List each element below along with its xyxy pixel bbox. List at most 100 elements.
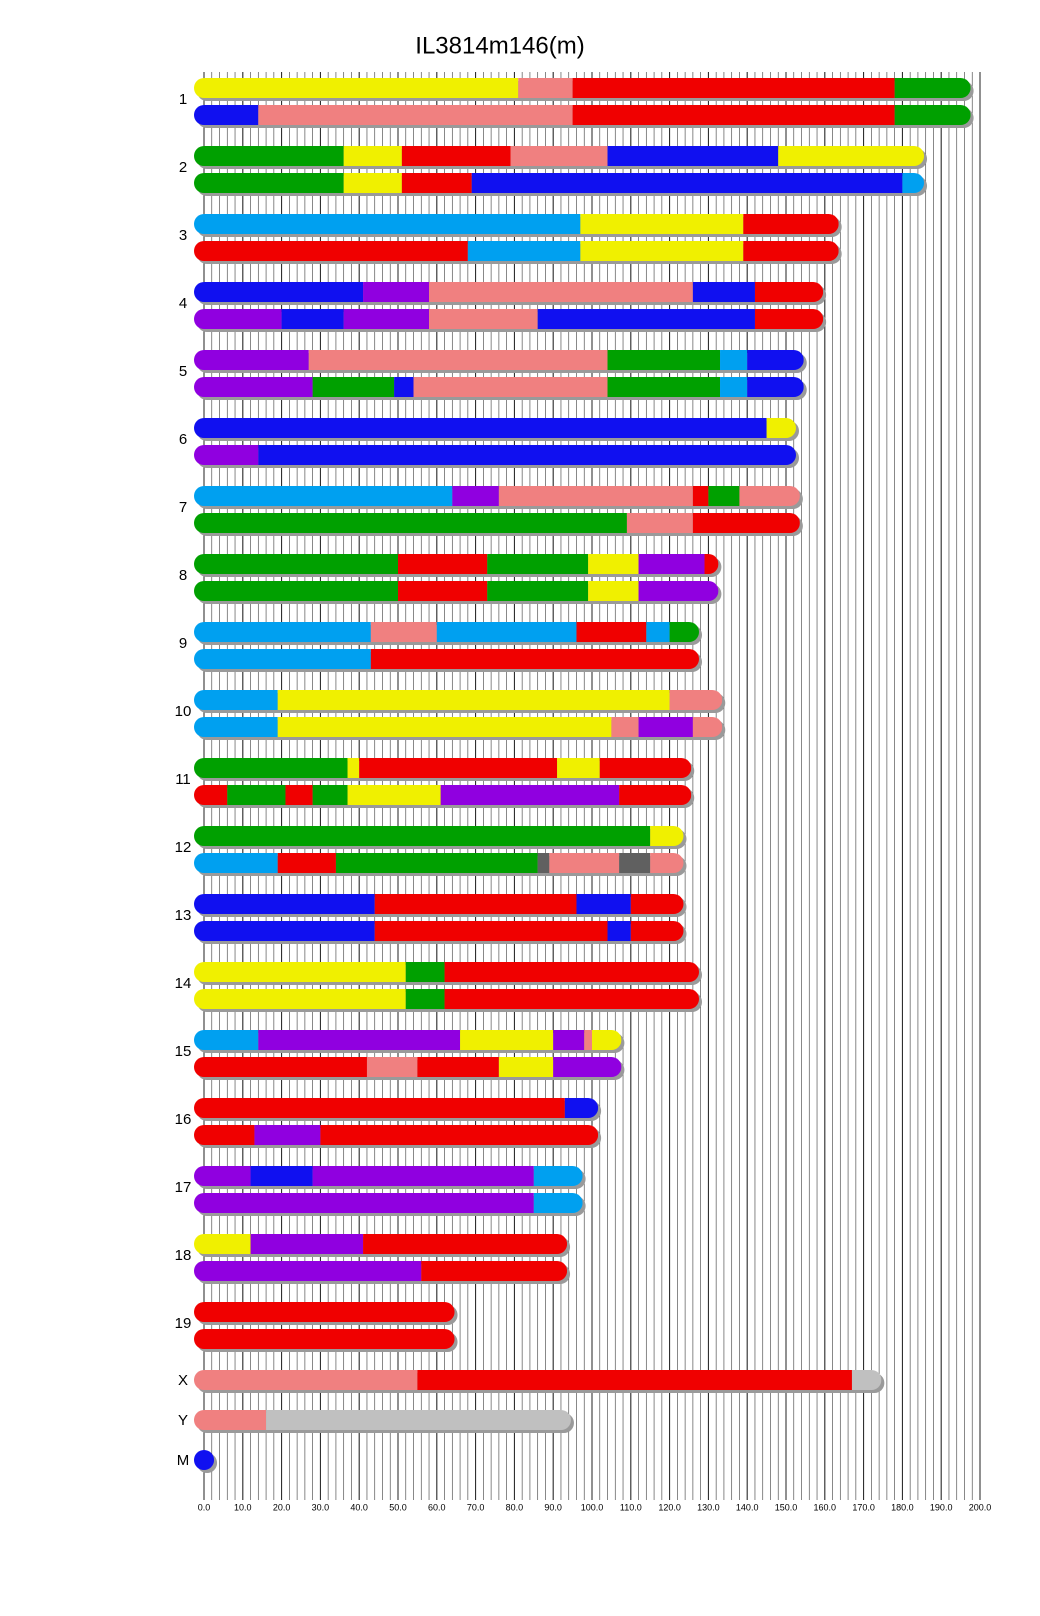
segment xyxy=(194,513,627,533)
segment xyxy=(194,853,278,873)
chromosome-label: 9 xyxy=(179,635,187,652)
haplotype xyxy=(194,1166,583,1186)
haplotype xyxy=(194,853,684,873)
segment xyxy=(374,894,577,914)
segment xyxy=(692,486,709,506)
segment xyxy=(194,445,259,465)
segment xyxy=(194,1261,422,1281)
haplotype xyxy=(194,445,796,465)
x-tick-label: 190.0 xyxy=(930,1502,953,1512)
chromosome-label: 17 xyxy=(175,1179,192,1196)
segment xyxy=(557,758,600,778)
x-tick-label: 30.0 xyxy=(312,1502,330,1512)
segment xyxy=(258,445,796,465)
segment xyxy=(194,1370,418,1390)
haplotype xyxy=(194,785,692,805)
haplotype xyxy=(194,1261,568,1281)
haplotype xyxy=(194,894,684,914)
segment xyxy=(394,377,414,397)
segment xyxy=(584,1030,592,1050)
segment xyxy=(398,554,488,574)
segment xyxy=(894,105,971,125)
haplotype xyxy=(194,649,699,669)
segment xyxy=(572,78,895,98)
segment xyxy=(194,1234,251,1254)
segment xyxy=(281,309,344,329)
segment xyxy=(194,1302,455,1322)
segment xyxy=(413,377,608,397)
segment xyxy=(194,214,581,234)
segment xyxy=(487,554,589,574)
segment xyxy=(444,989,699,1009)
haplotype xyxy=(194,554,719,574)
haplotype xyxy=(194,1057,622,1077)
segment xyxy=(194,581,398,601)
chromosome-label: 13 xyxy=(175,907,192,924)
segment xyxy=(576,622,647,642)
segment xyxy=(405,962,445,982)
segment xyxy=(335,853,538,873)
haplotype xyxy=(194,1410,571,1430)
segment xyxy=(739,486,800,506)
haplotype xyxy=(194,105,971,125)
haplotype xyxy=(194,1370,882,1390)
segment xyxy=(194,1125,255,1145)
segment xyxy=(194,78,519,98)
segment xyxy=(599,758,692,778)
chromosome-label: 5 xyxy=(179,363,187,380)
segment xyxy=(363,1234,568,1254)
segment xyxy=(692,513,800,533)
segment xyxy=(194,146,344,166)
segment xyxy=(254,1125,321,1145)
segment xyxy=(669,690,723,710)
segment xyxy=(347,785,441,805)
haplotype xyxy=(194,1098,599,1118)
segment xyxy=(227,785,286,805)
segment xyxy=(194,758,348,778)
x-tick-label: 70.0 xyxy=(467,1502,485,1512)
haplotype xyxy=(194,78,971,98)
segment xyxy=(277,853,336,873)
segment xyxy=(194,921,375,941)
segment xyxy=(692,282,755,302)
segment xyxy=(194,282,364,302)
segment xyxy=(194,894,375,914)
segment xyxy=(343,146,402,166)
segment xyxy=(747,350,804,370)
x-tick-label: 50.0 xyxy=(389,1502,407,1512)
segment xyxy=(194,622,371,642)
segment xyxy=(370,649,699,669)
segment xyxy=(720,350,748,370)
segment xyxy=(401,173,472,193)
chromosome-label: 1 xyxy=(179,91,187,108)
haplotype xyxy=(194,717,723,737)
segment xyxy=(607,377,721,397)
x-tick-label: 110.0 xyxy=(620,1502,642,1512)
segment xyxy=(487,581,589,601)
segment xyxy=(401,146,511,166)
segment xyxy=(312,377,395,397)
segment xyxy=(194,377,313,397)
x-tick-label: 120.0 xyxy=(658,1502,681,1512)
segment xyxy=(194,173,344,193)
chromosome-label: 14 xyxy=(175,975,192,992)
x-tick-label: 0.0 xyxy=(198,1502,211,1512)
x-tick-label: 20.0 xyxy=(273,1502,291,1512)
segment xyxy=(194,826,651,846)
x-tick-label: 200.0 xyxy=(969,1502,992,1512)
segment xyxy=(720,377,748,397)
segment xyxy=(194,989,406,1009)
segment xyxy=(572,105,895,125)
segment xyxy=(194,350,309,370)
chromosome-label: 8 xyxy=(179,567,187,584)
segment xyxy=(510,146,608,166)
segment xyxy=(258,105,573,125)
segment xyxy=(460,1030,554,1050)
segment xyxy=(692,717,723,737)
segment xyxy=(347,758,360,778)
haplotype xyxy=(194,690,723,710)
haplotype xyxy=(194,1234,568,1254)
x-tick-label: 160.0 xyxy=(814,1502,837,1512)
segment xyxy=(429,309,538,329)
segment xyxy=(343,309,430,329)
